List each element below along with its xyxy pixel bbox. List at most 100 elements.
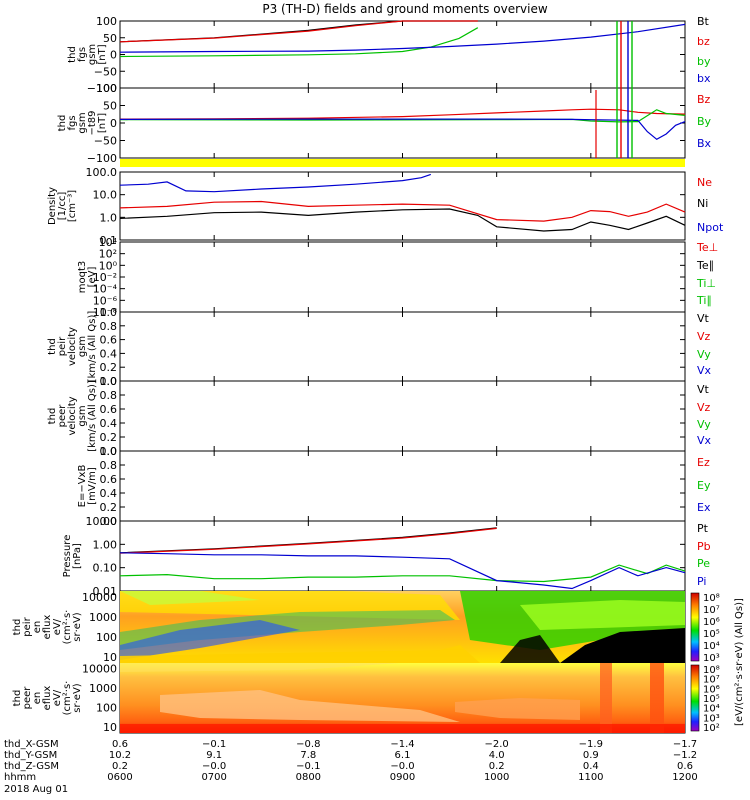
y-tick-label: 1000 (89, 611, 117, 624)
y-tick-label: 100.0 (86, 166, 118, 179)
y-axis-label: eflux (42, 686, 53, 711)
panel-frame (119, 241, 686, 313)
y-tick-label: 0 (110, 117, 117, 130)
y-axis-label: gsm (77, 405, 88, 426)
ephemeris-value: 7.8 (300, 750, 316, 761)
panel-frame (119, 87, 686, 159)
electron-bottom-red (120, 724, 685, 733)
legend-label: Pi (697, 575, 706, 588)
y-axis-label: [km/s (All Qs)] (87, 311, 98, 383)
panel-frame (119, 171, 686, 241)
ephemeris-value: 1200 (672, 772, 697, 783)
ion-upper-green-patch (120, 591, 260, 605)
y-axis-label: (cm²·s· (62, 610, 73, 645)
y-tick-label: 10.00 (86, 515, 118, 528)
y-tick-label: 0.0 (100, 445, 118, 458)
y-tick-label: 100 (96, 82, 117, 95)
y-tick-label: 0.2 (100, 501, 118, 514)
y-tick-label: 100 (96, 631, 117, 644)
colorbar-tick-label: 10⁶ (703, 617, 720, 628)
ephemeris-value: 0.6 (677, 761, 693, 772)
legend-label: Vx (697, 434, 712, 447)
legend-label: Te∥ (696, 259, 714, 272)
legend-label: Pt (697, 522, 709, 535)
series-line-By (119, 109, 686, 123)
panel-pressure: 10.00 1.00 0.10 0.01 Pressure [nPa] Pt Pb Pe Pi (62, 515, 711, 598)
ephemeris-value: −0.0 (202, 761, 226, 772)
ephemeris-value: 6.1 (395, 750, 411, 761)
y-tick-label: 0.6 (100, 403, 118, 416)
ephemeris-value: 0.9 (583, 750, 599, 761)
electron-light-band (160, 690, 460, 722)
legend-label: Vz (697, 401, 711, 414)
y-axis-label: [nT] (97, 44, 108, 64)
ephemeris-row-label: thd_X-GSM (4, 739, 59, 750)
y-tick-label: 0.4 (100, 487, 118, 500)
y-axis-label: [1/cc] (57, 192, 68, 221)
ephemeris-value: 0900 (390, 772, 415, 783)
y-tick-label: 10.0 (93, 189, 118, 202)
ephemeris-row-label: hhmm (4, 772, 36, 783)
ephemeris-value: 0.2 (112, 761, 128, 772)
colorbar-label: [eV/(cm²·s·sr·eV) (All Qs)] (734, 598, 745, 726)
ephemeris-value: 0800 (296, 772, 321, 783)
series-line-Ni (119, 208, 686, 232)
electron-red-column-1 (600, 663, 612, 733)
legend-label: Bx (697, 137, 712, 150)
y-tick-label: 1.00 (93, 538, 118, 551)
ion-spectrogram (120, 591, 685, 663)
ephemeris-value: −1.7 (673, 739, 697, 750)
ephemeris-value: 1100 (578, 772, 603, 783)
ephemeris-value: 0.4 (583, 761, 599, 772)
y-tick-label: 0 (110, 49, 117, 62)
y-axis-label: [nPa] (72, 543, 83, 569)
colorbars: 10⁸10⁷10⁶10⁵10⁴10³10⁸10⁷10⁶10⁵10⁴10³10² … (690, 592, 745, 734)
electron-colorbar (690, 664, 700, 732)
ephemeris-value: 0.2 (489, 761, 505, 772)
legend-label: Te⊥ (696, 241, 718, 254)
ephemeris-value: −0.0 (390, 761, 414, 772)
y-tick-label: −50 (94, 65, 117, 78)
electron-mid-band (455, 698, 580, 720)
colorbar-tick-label: 10⁶ (703, 684, 720, 695)
y-tick-label: 0.10 (93, 562, 118, 575)
legend-label: Ne (697, 176, 712, 189)
panel-frame (119, 20, 686, 89)
colorbar-tick-label: 10⁴ (703, 704, 720, 715)
legend-label: Vy (697, 418, 711, 431)
y-axis-label: thd (12, 619, 23, 636)
series-line-Pi (119, 552, 686, 590)
y-tick-label: −50 (94, 135, 117, 148)
ion-blue-streak (120, 620, 300, 660)
colorbar-tick-label: 10⁵ (703, 629, 720, 640)
series-line-Npot (119, 173, 431, 193)
y-tick-label: 0.8 (100, 320, 118, 333)
legend-label: Pb (697, 540, 711, 553)
date-label: 2018 Aug 01 (4, 784, 68, 795)
ion-yellowgreen-region (520, 600, 685, 630)
ephemeris-value: 0600 (107, 772, 132, 783)
y-tick-label: 10⁻² (93, 271, 117, 284)
y-axis-label: gsm (77, 336, 88, 357)
y-axis-label: thd (57, 115, 68, 132)
ephemeris-row-label: thd_Z-GSM (4, 761, 59, 772)
y-tick-label: 10⁻⁶ (93, 294, 118, 307)
bottom-axis: thd_X-GSM 0.6 −0.1 −0.8 −1.4 −2.0 −1.9 −1.7 thd_… (4, 739, 698, 783)
colorbar-tick-label: 10² (703, 723, 720, 734)
colorbar-tick-label: 10³ (703, 653, 720, 664)
y-tick-label: −100 (87, 152, 117, 165)
y-axis-label: sr·eV) (72, 612, 83, 641)
series-line-bz (119, 20, 478, 43)
y-axis-label: thd (47, 338, 58, 355)
y-tick-label: 10 (103, 651, 117, 664)
legend-label: bx (697, 72, 711, 85)
y-axis-label: Pressure (62, 535, 73, 578)
panel-fgs_gsm: 100 50 0 −50 −100 thd fgs gsm [nT] Bt bz by bx (67, 15, 711, 95)
y-axis-label: fgs (77, 47, 88, 62)
y-tick-label: 10² (99, 248, 117, 261)
ephemeris-value: 10.2 (109, 750, 131, 761)
y-tick-label: 1.0 (100, 445, 118, 458)
